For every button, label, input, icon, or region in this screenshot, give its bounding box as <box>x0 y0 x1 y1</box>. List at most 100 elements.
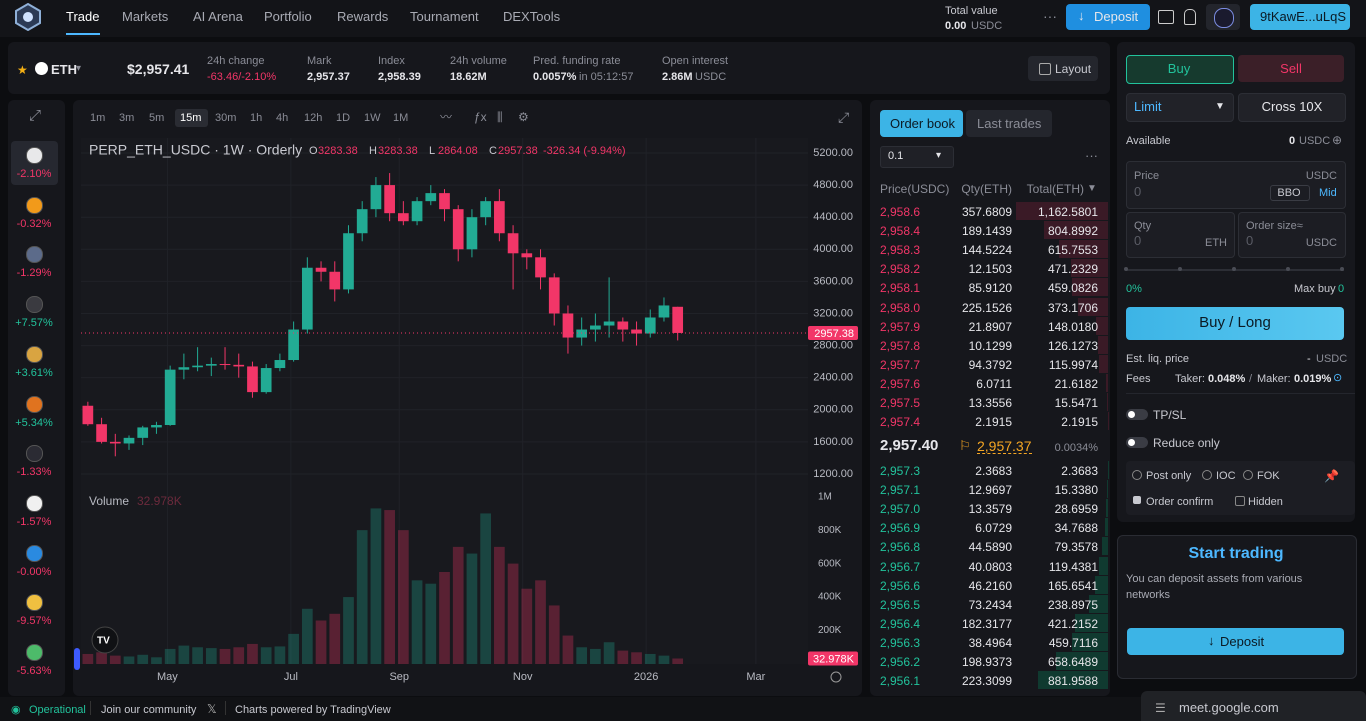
depth-bar <box>1098 335 1108 354</box>
candle-body <box>411 201 423 222</box>
timeframe[interactable]: 1W <box>364 112 381 124</box>
candle-body <box>137 427 149 438</box>
radio[interactable] <box>1243 470 1253 480</box>
mid[interactable]: Mid <box>1319 187 1337 199</box>
start-deposit-icon: ↓ <box>1208 633 1215 648</box>
favorite-star[interactable]: ★ <box>17 63 28 77</box>
ob-qty: 357.6809 <box>961 205 1012 219</box>
ob-total: 804.8992 <box>1047 224 1098 239</box>
stat-extra: in 05:12:57 <box>579 71 634 83</box>
nav-item[interactable]: Portfolio <box>264 9 312 24</box>
timeframe[interactable]: 4h <box>276 112 289 124</box>
nav-item[interactable]: Trade <box>66 9 100 24</box>
coin-icon[interactable] <box>26 246 43 264</box>
timeframe[interactable]: 5m <box>149 112 165 124</box>
timeframe[interactable]: 1M <box>393 112 409 124</box>
settings-icon <box>830 671 842 683</box>
coin-icon[interactable] <box>26 494 43 512</box>
submit-button[interactable] <box>1126 307 1344 340</box>
radio[interactable] <box>1132 470 1142 480</box>
toggle-label: Reduce only <box>1153 436 1220 450</box>
chart-tool[interactable]: ƒx <box>474 110 487 124</box>
size-input[interactable] <box>1238 212 1346 258</box>
ob-price: 2,956.4 <box>880 616 921 631</box>
deposit-button[interactable] <box>1066 4 1150 30</box>
coin-icon[interactable] <box>26 296 43 314</box>
toggle[interactable] <box>1126 409 1148 420</box>
bbo-button[interactable] <box>1270 185 1310 201</box>
coin-icon[interactable] <box>26 345 43 363</box>
toggle[interactable] <box>1126 437 1148 448</box>
coin-icon[interactable] <box>26 544 43 562</box>
qty-input[interactable] <box>1126 212 1235 258</box>
coin-icon[interactable] <box>26 395 43 413</box>
tab-bg[interactable] <box>966 110 1052 137</box>
volume-bar <box>205 648 217 664</box>
timeframe[interactable]: 12h <box>304 112 323 124</box>
ob-price: 2,957.3 <box>880 464 921 478</box>
depth-bar <box>1106 373 1108 392</box>
coin-icon[interactable] <box>26 445 43 463</box>
start-deposit-button[interactable] <box>1127 628 1344 655</box>
submit-label: Buy / Long <box>1199 314 1271 331</box>
popup-text: meet.google.com <box>1179 700 1279 715</box>
order-type-select[interactable] <box>1126 93 1234 122</box>
nav-item[interactable]: Rewards <box>337 9 389 24</box>
coin-icon[interactable] <box>26 594 43 612</box>
fullscreen-icon[interactable]: ⤢ <box>838 109 850 125</box>
nav-item[interactable]: DEXTools <box>503 9 561 24</box>
buy-tab[interactable] <box>1126 55 1234 84</box>
checkbox[interactable] <box>1235 496 1245 506</box>
ob-price: 2,957.4 <box>880 415 921 430</box>
wallet-icon[interactable] <box>1158 10 1174 24</box>
radio[interactable] <box>1202 470 1212 480</box>
tab-active[interactable] <box>880 110 963 137</box>
timeframe[interactable]: 15m <box>180 112 202 124</box>
tab[interactable]: Order book <box>890 116 956 131</box>
account-button[interactable] <box>1250 4 1350 30</box>
timeframe[interactable]: 1D <box>336 112 351 124</box>
volume-bar <box>480 513 492 664</box>
user-icon[interactable] <box>1184 9 1196 25</box>
timeframe[interactable]: 3m <box>119 112 135 124</box>
candle-body <box>178 367 190 370</box>
nav-item[interactable]: Markets <box>122 9 169 24</box>
chart-tool[interactable]: ⫼ <box>497 110 503 124</box>
margin-select[interactable] <box>1238 93 1346 122</box>
coin-change: -2.10% <box>16 168 52 180</box>
sell-tab[interactable] <box>1238 55 1344 82</box>
symbol[interactable]: ETH <box>51 62 77 77</box>
coin-icon[interactable] <box>26 644 43 661</box>
pin-icon[interactable]: 📌 <box>1324 469 1339 483</box>
tab[interactable]: Last trades <box>977 116 1042 131</box>
x-icon[interactable]: 𝕏 <box>207 702 217 716</box>
timeframe[interactable]: 1m <box>90 112 106 124</box>
volume-tick-label: 1M <box>818 491 832 502</box>
candle-body <box>535 257 546 278</box>
volume-bar <box>82 653 94 664</box>
timeframe[interactable]: 1h <box>250 112 263 124</box>
candle-body <box>315 267 327 272</box>
ob-total: 34.7688 <box>1054 521 1098 536</box>
ob-price: 2,958.3 <box>880 243 921 258</box>
ob-qty: 73.2434 <box>968 597 1012 612</box>
precision-select[interactable] <box>880 146 954 168</box>
nav-item[interactable]: Tournament <box>410 9 479 24</box>
coin-icon[interactable] <box>26 196 43 214</box>
coin-icon[interactable] <box>26 147 43 164</box>
community[interactable]: Join our community <box>101 704 197 716</box>
price-input[interactable] <box>1126 161 1346 209</box>
more-button[interactable]: ··· <box>1043 8 1057 24</box>
chart-tool[interactable]: ⚙ <box>518 110 529 124</box>
nav-item[interactable]: AI Arena <box>193 9 243 24</box>
nav-underline <box>66 33 100 35</box>
chart-tool[interactable]: 〰 <box>440 110 453 124</box>
timeframe[interactable]: 30m <box>215 112 237 124</box>
depth-bar <box>1106 480 1108 499</box>
ob-price: 2,957.5 <box>880 396 921 410</box>
checkbox-checked[interactable] <box>1133 496 1141 504</box>
ob-qty: 94.3792 <box>968 357 1012 372</box>
ob-total: 126.1273 <box>1047 338 1098 353</box>
ob-more[interactable]: ··· <box>1085 148 1098 163</box>
candle-body <box>452 209 464 250</box>
